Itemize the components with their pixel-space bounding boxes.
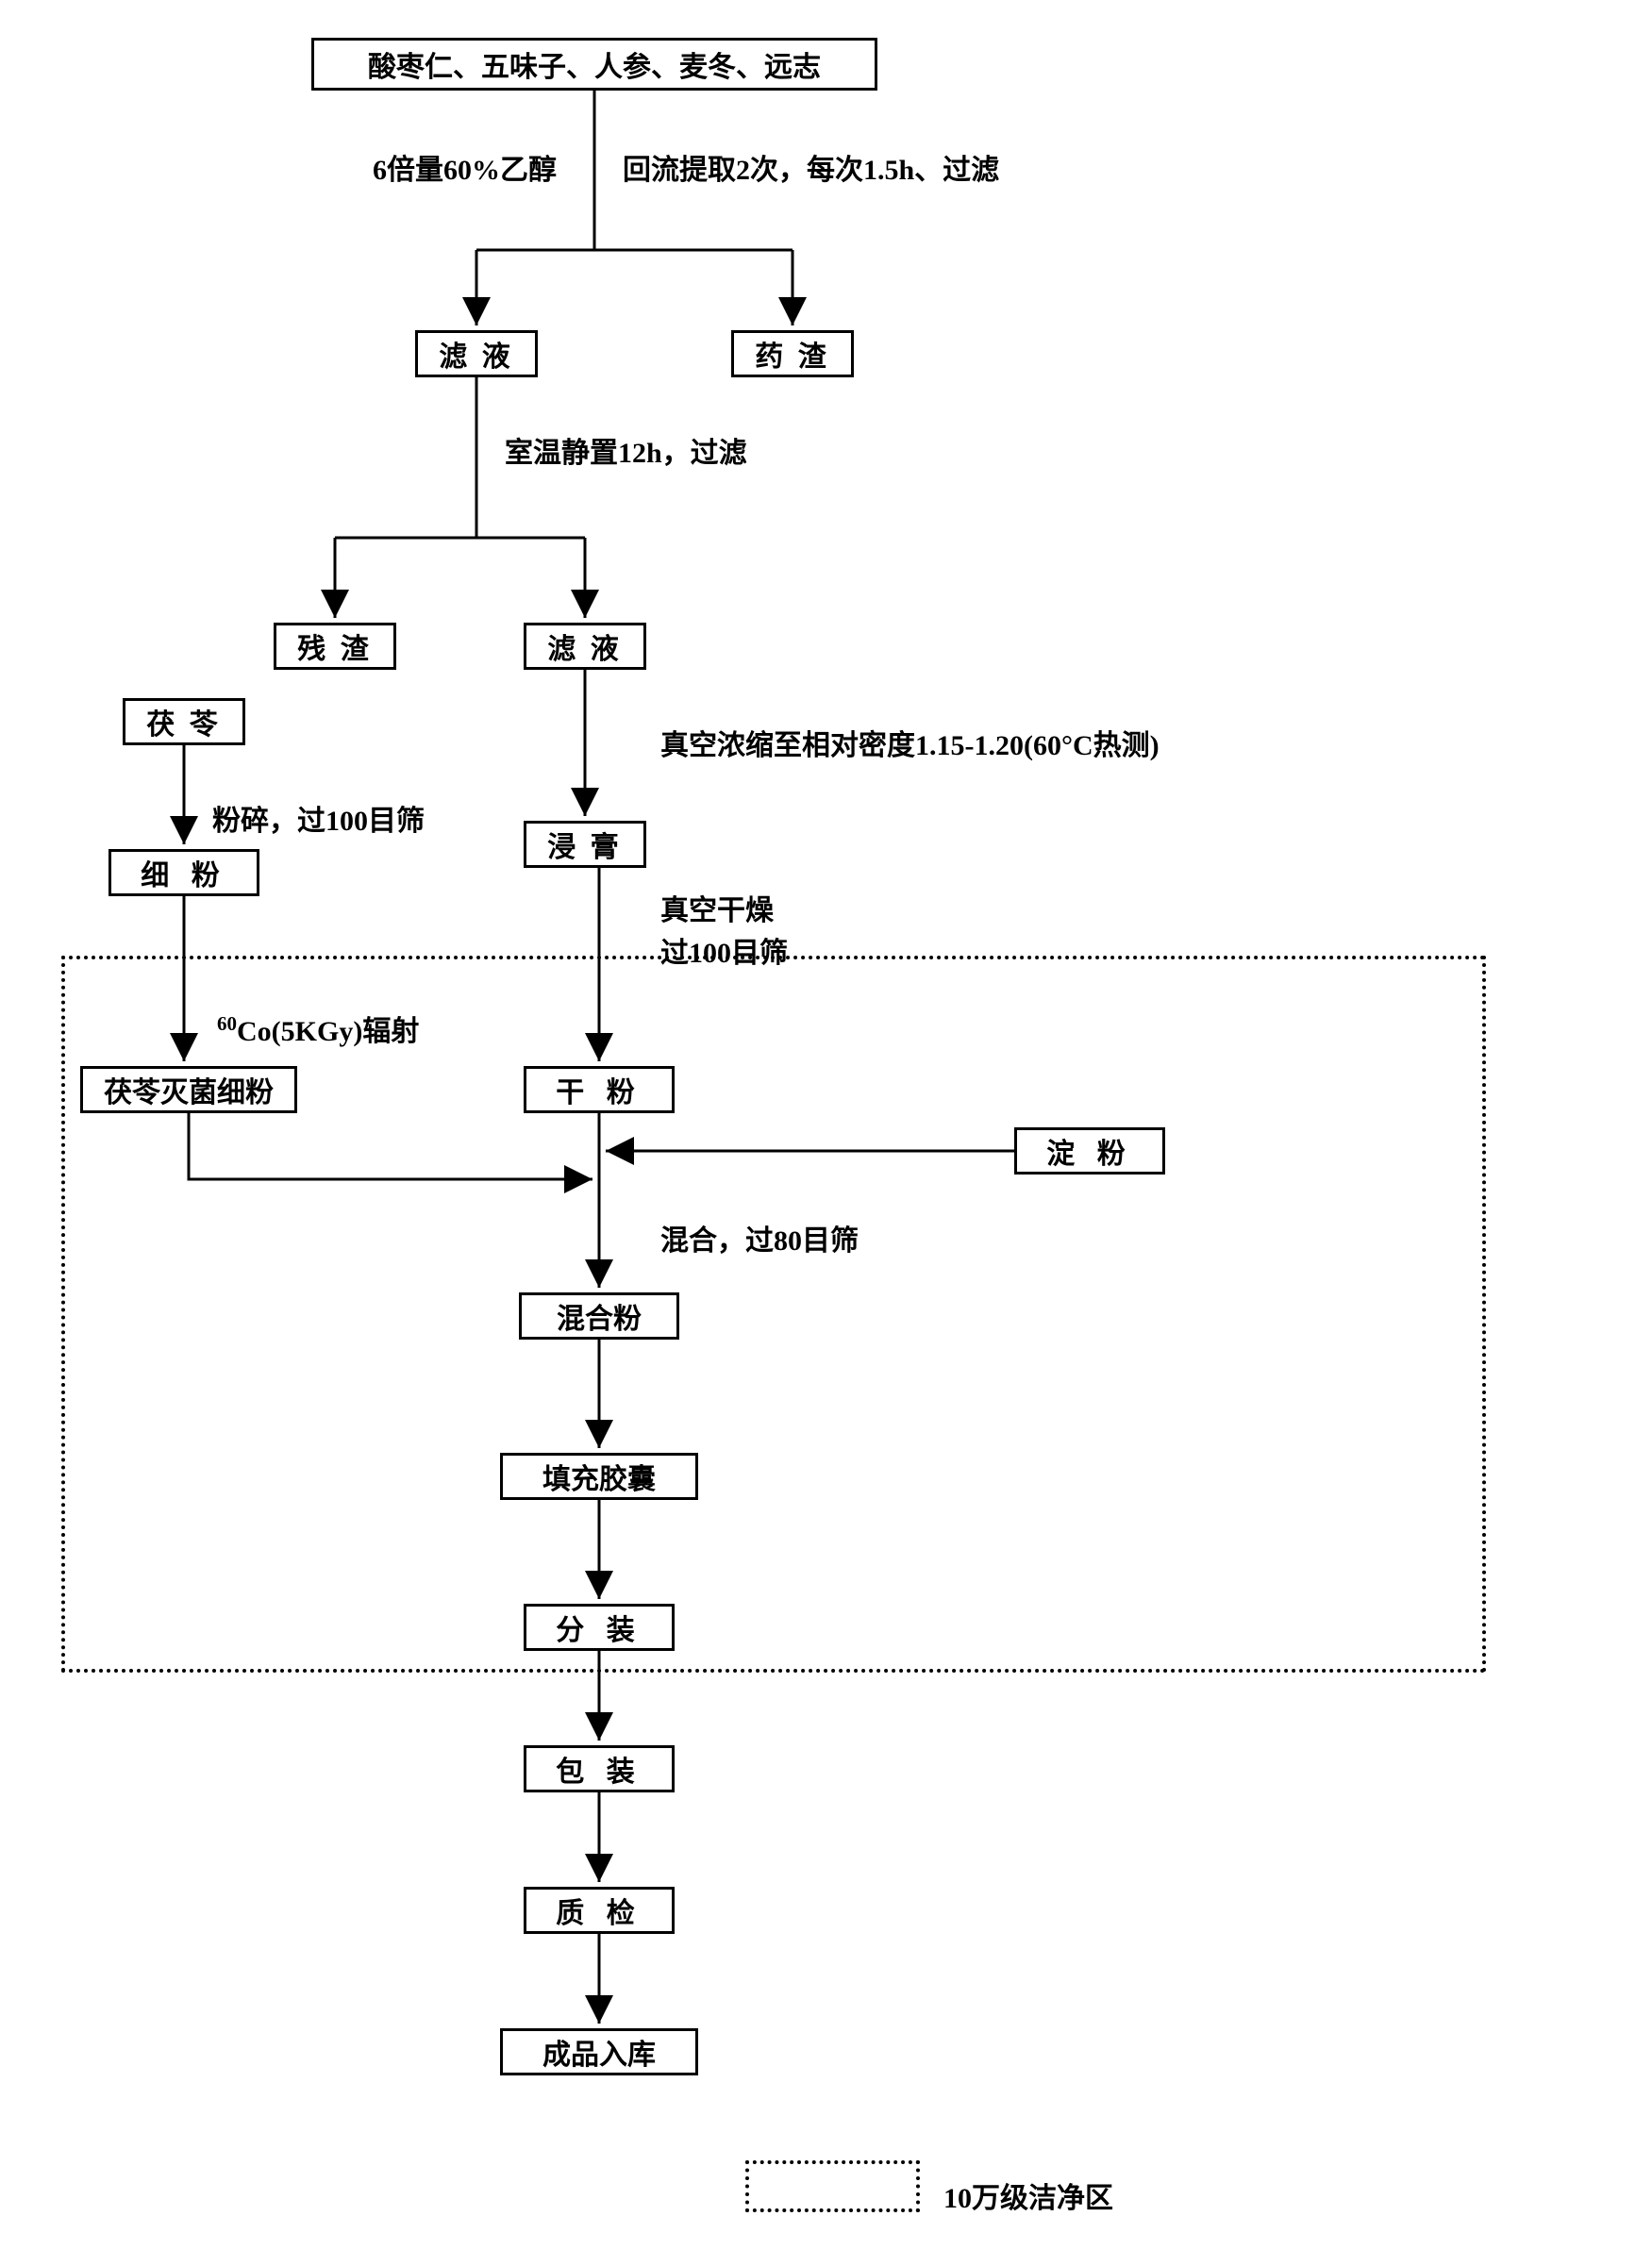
label-vacuum-dry: 真空干燥 [660,887,774,928]
node-ingredients: 酸枣仁、五味子、人参、麦冬、远志 [311,38,877,91]
node-extract-paste: 浸 膏 [524,821,646,868]
node-warehouse: 成品入库 [500,2028,698,2075]
label-vacuum-concentrate: 真空浓缩至相对密度1.15-1.20(60°C热测) [660,722,1160,763]
label-crush: 粉碎，过100目筛 [212,797,425,839]
legend-swatch [745,2160,920,2212]
node-fuling: 茯 苓 [123,698,245,745]
node-filtrate-1: 滤 液 [415,330,538,377]
label-cleanroom: 10万级洁净区 [943,2174,1113,2216]
label-reflux: 回流提取2次，每次1.5h、过滤 [623,146,999,188]
node-fine-powder: 细 粉 [108,849,259,896]
node-package: 包 装 [524,1745,675,1792]
node-residue: 残 渣 [274,623,396,670]
label-ethanol: 6倍量60%乙醇 [373,146,557,188]
node-dregs: 药 渣 [731,330,854,377]
label-settle: 室温静置12h，过滤 [505,429,747,471]
node-qc: 质 检 [524,1887,675,1934]
cleanroom-area [61,956,1486,1673]
node-filtrate-2: 滤 液 [524,623,646,670]
